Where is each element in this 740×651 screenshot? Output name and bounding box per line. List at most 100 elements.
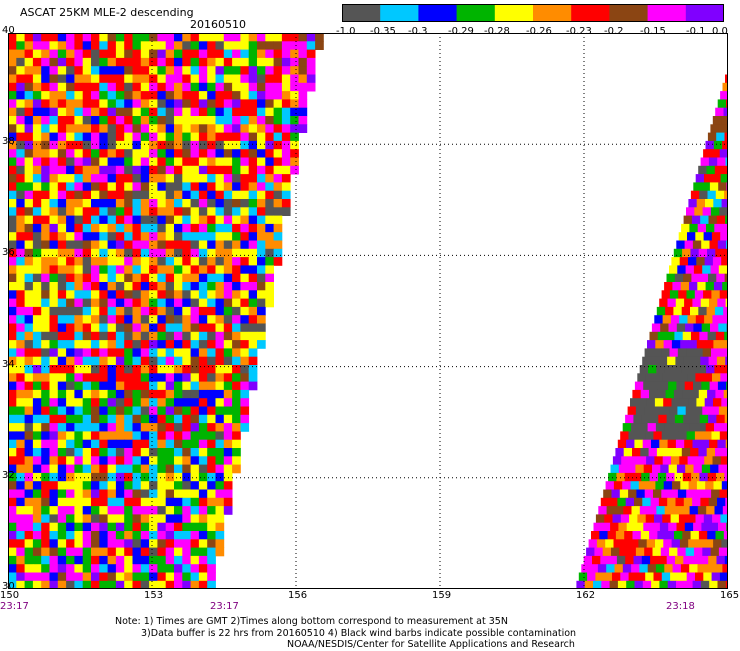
swath-cell [224, 357, 233, 366]
swath-cell [232, 166, 241, 175]
swath-cell [50, 498, 59, 507]
swath-cell [650, 415, 659, 424]
swath-cell [141, 249, 150, 258]
swath-cell [689, 224, 698, 233]
swath-cell [216, 257, 225, 266]
swath-cell [8, 299, 17, 308]
swath-cell [240, 182, 249, 191]
swath-cell [174, 382, 183, 391]
swath-cell [25, 282, 34, 291]
swath-cell [133, 340, 142, 349]
swath-cell [99, 440, 108, 449]
swath-cell [199, 232, 208, 241]
swath-cell [690, 448, 699, 457]
swath-cell [174, 448, 183, 457]
swath-cell [249, 116, 258, 125]
swath-cell [224, 448, 233, 457]
swath-cell [216, 274, 225, 283]
swath-cell [116, 249, 125, 258]
swath-cell [207, 282, 216, 291]
swath-cell [216, 473, 225, 482]
swath-cell [698, 506, 707, 515]
swath-cell [684, 440, 693, 449]
swath-cell [25, 207, 34, 216]
swath-cell [33, 50, 42, 59]
swath-cell [66, 191, 75, 200]
swath-cell [315, 41, 324, 50]
swath-cell [694, 548, 703, 557]
swath-cell [116, 257, 125, 266]
swath-cell [91, 556, 100, 565]
swath-cell [199, 166, 208, 175]
swath-cell [199, 224, 208, 233]
swath-cell [677, 548, 686, 557]
swath-cell [666, 390, 675, 399]
swath-cell [124, 158, 133, 167]
swath-cell [720, 91, 728, 100]
swath-cell [41, 182, 50, 191]
swath-cell [718, 382, 727, 391]
swath-cell [149, 207, 158, 216]
swath-cell [16, 564, 25, 573]
swath-cell [74, 290, 83, 299]
swath-cell [16, 415, 25, 424]
swath-cell [157, 75, 166, 84]
swath-cell [623, 564, 632, 573]
swath-cell [224, 307, 233, 316]
swath-cell [626, 440, 635, 449]
swath-cell [697, 481, 706, 490]
swath-cell [716, 531, 725, 540]
swath-cell [8, 91, 17, 100]
swath-cell [99, 473, 108, 482]
swath-cell [116, 373, 125, 382]
swath-cell [709, 581, 718, 589]
swath-cell [715, 390, 724, 399]
swath-cell [274, 224, 283, 233]
swath-cell [91, 539, 100, 548]
swath-cell [257, 274, 266, 283]
swath-cell [670, 348, 679, 357]
swath-cell [174, 108, 183, 117]
swath-cell [199, 58, 208, 67]
swath-cell [133, 75, 142, 84]
swath-cell [33, 174, 42, 183]
swath-cell [116, 166, 125, 175]
swath-cell [716, 274, 725, 283]
swath-cell [702, 407, 711, 416]
swath-cell [133, 91, 142, 100]
swath-cell [74, 182, 83, 191]
swath-cell [8, 50, 17, 59]
swath-cell [224, 473, 233, 482]
swath-cell [141, 332, 150, 341]
swath-cell [240, 199, 249, 208]
swath-cell [637, 514, 646, 523]
swath-cell [182, 415, 191, 424]
swath-cell [711, 348, 720, 357]
swath-cell [74, 423, 83, 432]
swath-cell [207, 415, 216, 424]
swath-cell [224, 415, 233, 424]
swath-cell [83, 265, 92, 274]
swath-cell [709, 498, 718, 507]
swath-cell [108, 332, 117, 341]
swath-cell [207, 33, 216, 42]
swath-cell [91, 465, 100, 474]
swath-cell [74, 166, 83, 175]
swath-cell [637, 431, 646, 440]
swath-cell [16, 407, 25, 416]
swath-cell [58, 348, 67, 357]
swath-cell [199, 99, 208, 108]
swath-cell [703, 207, 712, 216]
swath-cell [124, 166, 133, 175]
swath-cell [133, 108, 142, 117]
swath-cell [74, 41, 83, 50]
swath-cell [99, 116, 108, 125]
swath-cell [108, 191, 117, 200]
swath-cell [676, 440, 685, 449]
swath-cell [721, 456, 728, 465]
swath-cell [50, 50, 59, 59]
swath-cell [141, 431, 150, 440]
swath-cell [8, 440, 17, 449]
swath-cell [99, 141, 108, 150]
swath-cell [124, 531, 133, 540]
